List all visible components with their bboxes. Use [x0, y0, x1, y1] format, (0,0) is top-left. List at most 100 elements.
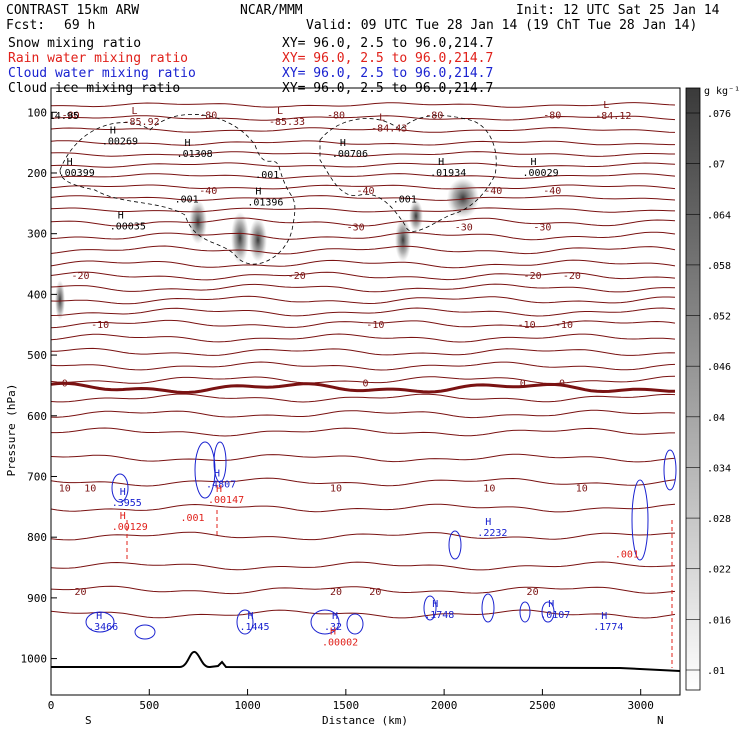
colorbar-tick-label-0: .01	[707, 666, 725, 677]
extremum-label-11: .001	[255, 170, 279, 181]
temp-contour-8	[51, 195, 676, 201]
cloud-water-contour-8	[236, 609, 254, 635]
colorbar-tick-label-2: .022	[707, 565, 731, 576]
cloud-water-contours	[85, 441, 677, 640]
x-tick-label-5: 2500	[529, 699, 556, 712]
colorbar-unit: g kg⁻¹	[704, 86, 740, 97]
temp-label-1-2: -40	[484, 186, 502, 197]
fcst-value: 69 h	[64, 18, 95, 33]
extremum-label-23: .3466	[88, 622, 118, 633]
y-tick-label-2: 300	[27, 228, 47, 241]
y-tick-label-8: 900	[27, 592, 47, 605]
y-axis-label: Pressure (hPa)	[5, 384, 18, 477]
colorbar-tick-label-4: .034	[707, 463, 731, 474]
temp-contour-9	[51, 207, 676, 213]
snow-area-3	[249, 218, 267, 262]
extremum-label-24: .1445	[239, 622, 269, 633]
extremum-marker-16: H	[120, 487, 126, 498]
init-time: Init: 12 UTC Sat 25 Jan 14	[516, 3, 720, 18]
extremum-label-10: .00029	[523, 168, 559, 179]
terrain-profile	[51, 650, 680, 672]
plot-frame	[50, 87, 681, 696]
temp-label-1-0: -40	[199, 186, 217, 197]
temp-label-4-1: -10	[366, 320, 384, 331]
extremum-marker-3: L	[603, 100, 609, 111]
y-tick-label-7: 800	[27, 531, 47, 544]
cloud-water-contour-10	[346, 613, 364, 635]
snow-area-4	[395, 218, 411, 262]
contour-labels: -80 -80 -80 -80 -80 -40 -40 -40 -40 -30 -30 -30 -20 -…	[51, 100, 639, 648]
temp-label-5-2: 0	[520, 379, 526, 390]
extremum-label-0: -85.92	[123, 117, 159, 128]
extremum-label-1: -85.33	[269, 117, 305, 128]
extremum-marker-15: H	[118, 211, 124, 222]
y-tick-label-6: 700	[27, 470, 47, 483]
temp-label-2-1: -30	[455, 223, 473, 234]
temp-contour-22	[51, 375, 676, 384]
temp-label-6-2: 10	[330, 484, 342, 495]
extremum-marker-21: H	[485, 517, 491, 528]
y-tick-label-3: 400	[27, 288, 47, 301]
extremum-label-7: .00706	[332, 149, 368, 160]
snow-area-6	[55, 280, 65, 320]
colorbar-tick-label-7: .052	[707, 312, 731, 323]
terrain-line	[51, 650, 680, 672]
y-tick-label-9: 1000	[21, 653, 48, 666]
temp-contour-26	[51, 453, 676, 463]
temp-contour-27	[51, 477, 676, 487]
cloud-water-contour-3	[448, 530, 462, 560]
temp-contour-21	[51, 361, 676, 371]
rain-water-contours	[126, 510, 673, 668]
extremum-label-26: .00002	[322, 637, 358, 648]
temp-contour-11	[51, 231, 676, 241]
temp-contour-7	[51, 184, 676, 190]
snow-area-5	[409, 200, 423, 232]
extremum-label-14: .001	[393, 194, 417, 205]
colorbar-tick-label-9: .064	[707, 210, 731, 221]
extremum-marker-29: H	[601, 611, 607, 622]
temp-contour-15	[51, 283, 676, 293]
extremum-label-20: .00147	[208, 495, 244, 506]
temp-label-4-3: -10	[555, 320, 573, 331]
temp-label-3-0: -20	[71, 271, 89, 282]
temp-contour-24	[51, 409, 676, 419]
temp-label-5-3: 0	[559, 379, 565, 390]
temp-label-2-0: -30	[347, 223, 365, 234]
temp-label-6-1: 10	[84, 484, 96, 495]
extremum-marker-25: H	[332, 611, 338, 622]
colorbar-tick-label-5: .04	[707, 413, 725, 424]
temp-label-6-0: 10	[59, 484, 71, 495]
field-rain-xy: XY= 96.0, 2.5 to 96.0,214.7	[282, 51, 493, 66]
temp-label-3-2: -20	[524, 271, 542, 282]
cloud-water-contour-1	[194, 441, 216, 499]
temp-label-0-2: -80	[327, 110, 345, 121]
temp-contour-32	[51, 609, 676, 619]
extremum-label-17: .00129	[112, 522, 148, 533]
south-label: S	[85, 714, 92, 727]
temp-contour-12	[51, 245, 676, 255]
extremum-label-8: .00399	[59, 168, 95, 179]
model-title: CONTRAST 15km ARW	[6, 3, 139, 18]
temp-contour-0	[51, 102, 676, 108]
x-tick-label-1: 500	[139, 699, 159, 712]
temp-label-5-0: 0	[62, 379, 68, 390]
y-tick-label-4: 500	[27, 349, 47, 362]
temp-contour-16	[51, 295, 676, 305]
temp-contour-25	[51, 427, 675, 437]
cloud-water-contour-7	[134, 624, 156, 640]
extremum-marker-10: H	[531, 157, 537, 168]
temp-contour-13	[51, 259, 676, 269]
colorbar-tick-label-10: .07	[707, 160, 725, 171]
temp-label-0-1: -80	[199, 110, 217, 121]
temp-contour-2	[51, 127, 676, 133]
temp-label-7-0: 20	[74, 587, 86, 598]
extremum-label-28: .0107	[540, 610, 570, 621]
extremum-marker-23: H	[96, 611, 102, 622]
field-cloud-water: Cloud water mixing ratio	[8, 66, 196, 81]
temp-contour-6	[51, 173, 676, 179]
colorbar-tick-label-3: .028	[707, 514, 731, 525]
x-tick-label-0: 0	[48, 699, 55, 712]
colorbar: g kg⁻¹ .01 .016 .022 .028 .034 .04 .046 .052 .058…	[685, 86, 740, 691]
cloud-ice-outline-1	[319, 115, 497, 232]
